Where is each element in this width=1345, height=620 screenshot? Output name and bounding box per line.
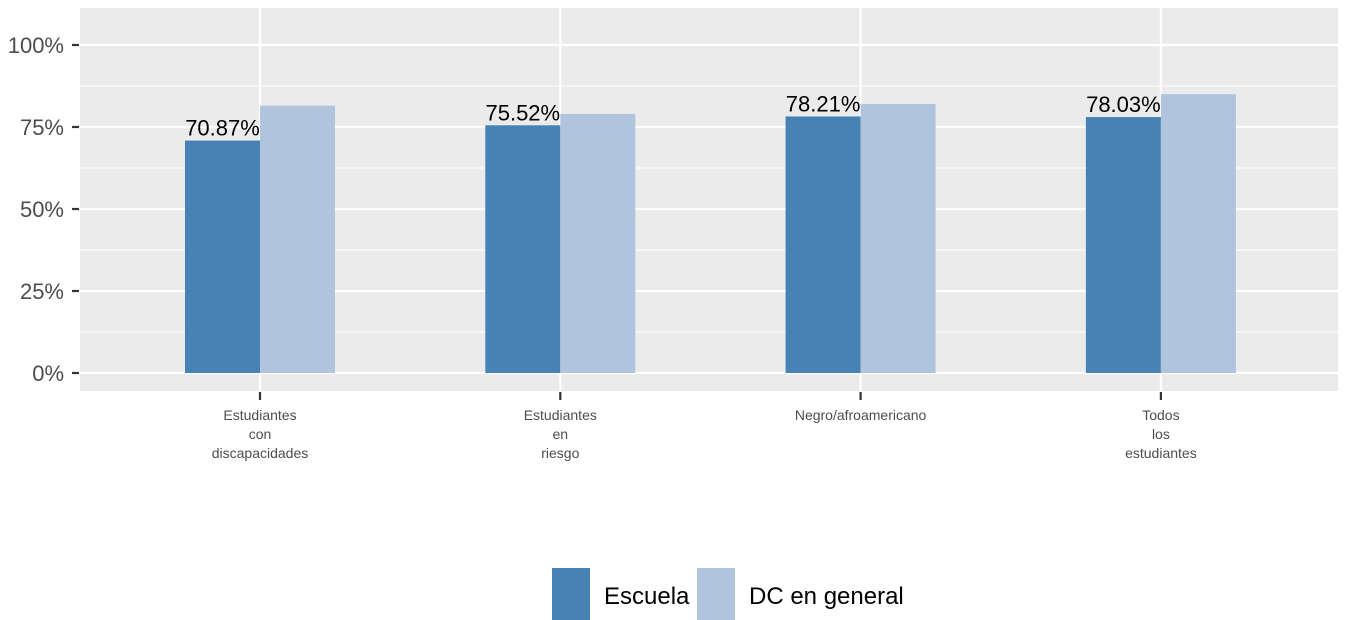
bar [1160, 94, 1236, 373]
legend-label: DC en general [749, 583, 904, 610]
bar-data-label: 78.21% [786, 91, 861, 116]
x-axis-category-label: riesgo [541, 445, 579, 461]
x-axis-category-label: Negro/afroamericano [795, 407, 927, 423]
bar [785, 116, 861, 374]
x-axis-category-label: Estudiantes [524, 407, 597, 423]
legend-key [552, 568, 590, 620]
x-axis-category-label: discapacidades [212, 445, 309, 461]
x-axis-category-label: con [249, 426, 272, 442]
legend-key [697, 568, 735, 620]
x-axis-category-label: en [553, 426, 569, 442]
bar [560, 113, 636, 373]
y-axis-tick-label: 75% [20, 115, 64, 140]
bar-data-label: 75.52% [485, 100, 560, 125]
bar [260, 105, 335, 374]
x-axis-category-label: Estudiantes [223, 407, 296, 423]
y-axis-tick-label: 25% [20, 279, 64, 304]
bar [185, 140, 260, 373]
bar [1085, 117, 1161, 373]
y-axis-tick-label: 100% [8, 33, 64, 58]
x-axis-category-label: estudiantes [1125, 445, 1197, 461]
x-axis-category-label: Todos [1142, 407, 1179, 423]
bar [485, 125, 561, 373]
bar-data-label: 70.87% [185, 116, 260, 141]
bar [860, 104, 936, 373]
bar-data-label: 78.03% [1086, 92, 1161, 117]
y-axis-tick-label: 0% [32, 361, 64, 386]
legend-label: Escuela [604, 583, 690, 610]
x-axis-category-label: los [1152, 426, 1170, 442]
y-axis-tick-label: 50% [20, 197, 64, 222]
